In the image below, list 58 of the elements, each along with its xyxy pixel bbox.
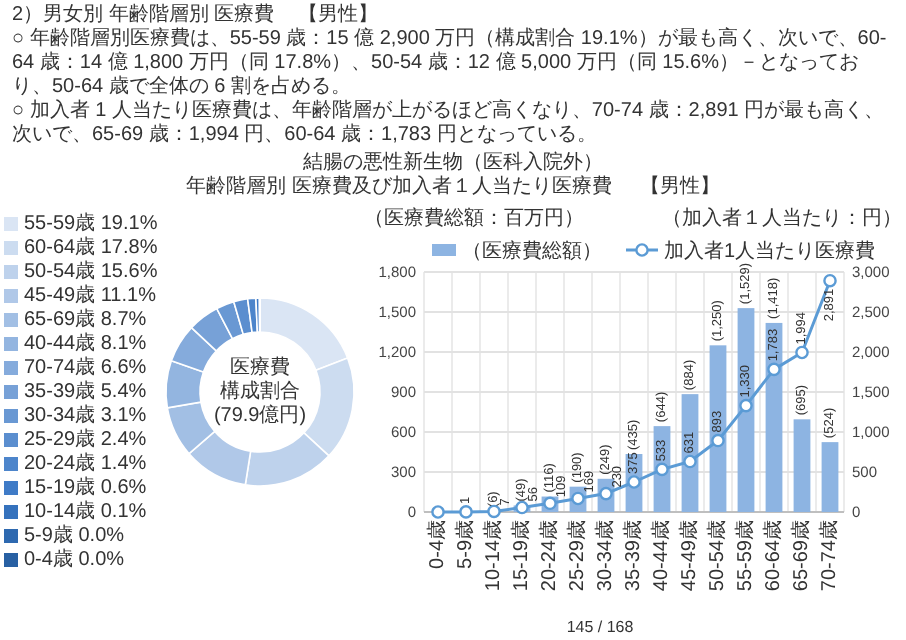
x-tick-label: 0-4歳 — [425, 520, 449, 569]
point — [739, 398, 753, 413]
bar — [793, 419, 811, 512]
legend-label: 55-59歳 19.1% — [24, 211, 158, 235]
legend-label: 60-64歳 17.8% — [24, 235, 158, 259]
x-tick-label: 70-74歳 — [817, 520, 841, 592]
x-tick-label: 60-64歳 — [761, 520, 785, 592]
legend-label: 30-34歳 3.1% — [24, 403, 147, 427]
x-tick-label: 65-69歳 — [789, 520, 813, 592]
legend-label: 70-74歳 6.6% — [24, 355, 147, 379]
point — [823, 273, 837, 288]
legend-label: 45-49歳 11.1% — [24, 283, 157, 307]
legend-label: 40-44歳 8.1% — [24, 331, 147, 355]
legend-label: 0-4歳 0.0% — [24, 547, 125, 571]
legend-label: 35-39歳 5.4% — [24, 379, 147, 403]
x-tick-label: 40-44歳 — [649, 520, 673, 592]
text: 2）男女別 年齢階層別 医療費 — [12, 4, 275, 26]
text: ○ 加入者 1 人当たり医療費は、年齢階層が上がるほど高くなり、70-74 歳：2,891 円が最も高く、次いで、65-69 歳：1,994 円、60-64 歳：1,783 円となっている。 — [12, 100, 887, 148]
point — [683, 454, 697, 469]
chart-title: 結腸の悪性新生物（医科入院外） — [301, 152, 605, 175]
point — [655, 462, 669, 477]
text: 【男性】 — [639, 176, 720, 198]
x-tick-label: 25-29歳 — [565, 520, 589, 592]
legend-label: 20-24歳 1.4% — [24, 451, 147, 475]
point — [711, 433, 725, 448]
point — [459, 505, 473, 519]
text: 医療費 — [230, 355, 290, 379]
x-tick-label: 35-39歳 — [621, 520, 645, 592]
y2-axis-title: （加入者１人当たり：円） — [662, 206, 902, 230]
legend-label: 50-54歳 15.6% — [24, 259, 158, 283]
x-tick-label: 50-54歳 — [705, 520, 729, 592]
legend-label: 65-69歳 8.7% — [24, 307, 147, 331]
x-tick-label: 20-24歳 — [537, 520, 561, 592]
point — [627, 475, 641, 489]
legend-label: （医療費総額） — [462, 239, 602, 263]
text: 【男性】 — [298, 4, 379, 26]
chart-subtitle: 年齢階層別 医療費及び加入者１人当たり医療費 — [186, 176, 612, 198]
x-tick-label: 10-14歳 — [481, 520, 505, 592]
bar — [821, 442, 839, 512]
legend-label: 5-9歳 0.0% — [24, 523, 125, 547]
legend-label: 15-19歳 0.6% — [24, 475, 147, 499]
point — [795, 345, 809, 360]
x-tick-label: 45-49歳 — [677, 520, 701, 592]
point — [515, 500, 529, 515]
text: 構成割合 — [220, 379, 300, 403]
x-tick-label: 55-59歳 — [733, 520, 757, 592]
y-axis-title: （医療費総額：百万円） — [364, 206, 584, 230]
legend-label: 10-14歳 0.1% — [24, 499, 147, 523]
x-tick-label: 5-9歳 — [453, 520, 477, 569]
text: (79.9億円) — [213, 403, 307, 427]
legend-label: 加入者1人当たり医療費 — [664, 239, 876, 263]
text: 145 / 168 — [566, 618, 635, 636]
x-tick-label: 30-34歳 — [593, 520, 617, 592]
x-tick-label: 15-19歳 — [509, 520, 533, 592]
text: ○ 年齢階層別医療費は、55-59 歳：15 億 2,900 万円（構成割合 19.1%）が最も高く、次いで、60-64 歳：14 億 1,800 万円（同 17.8%）、50-54 歳：12 億 5,000 万円（同 15.6%）－となっており、50-64 歳で全体の 6 割を占める。 — [12, 28, 889, 99]
legend-label: 25-29歳 2.4% — [24, 427, 147, 451]
point — [767, 362, 781, 377]
point — [431, 505, 445, 519]
